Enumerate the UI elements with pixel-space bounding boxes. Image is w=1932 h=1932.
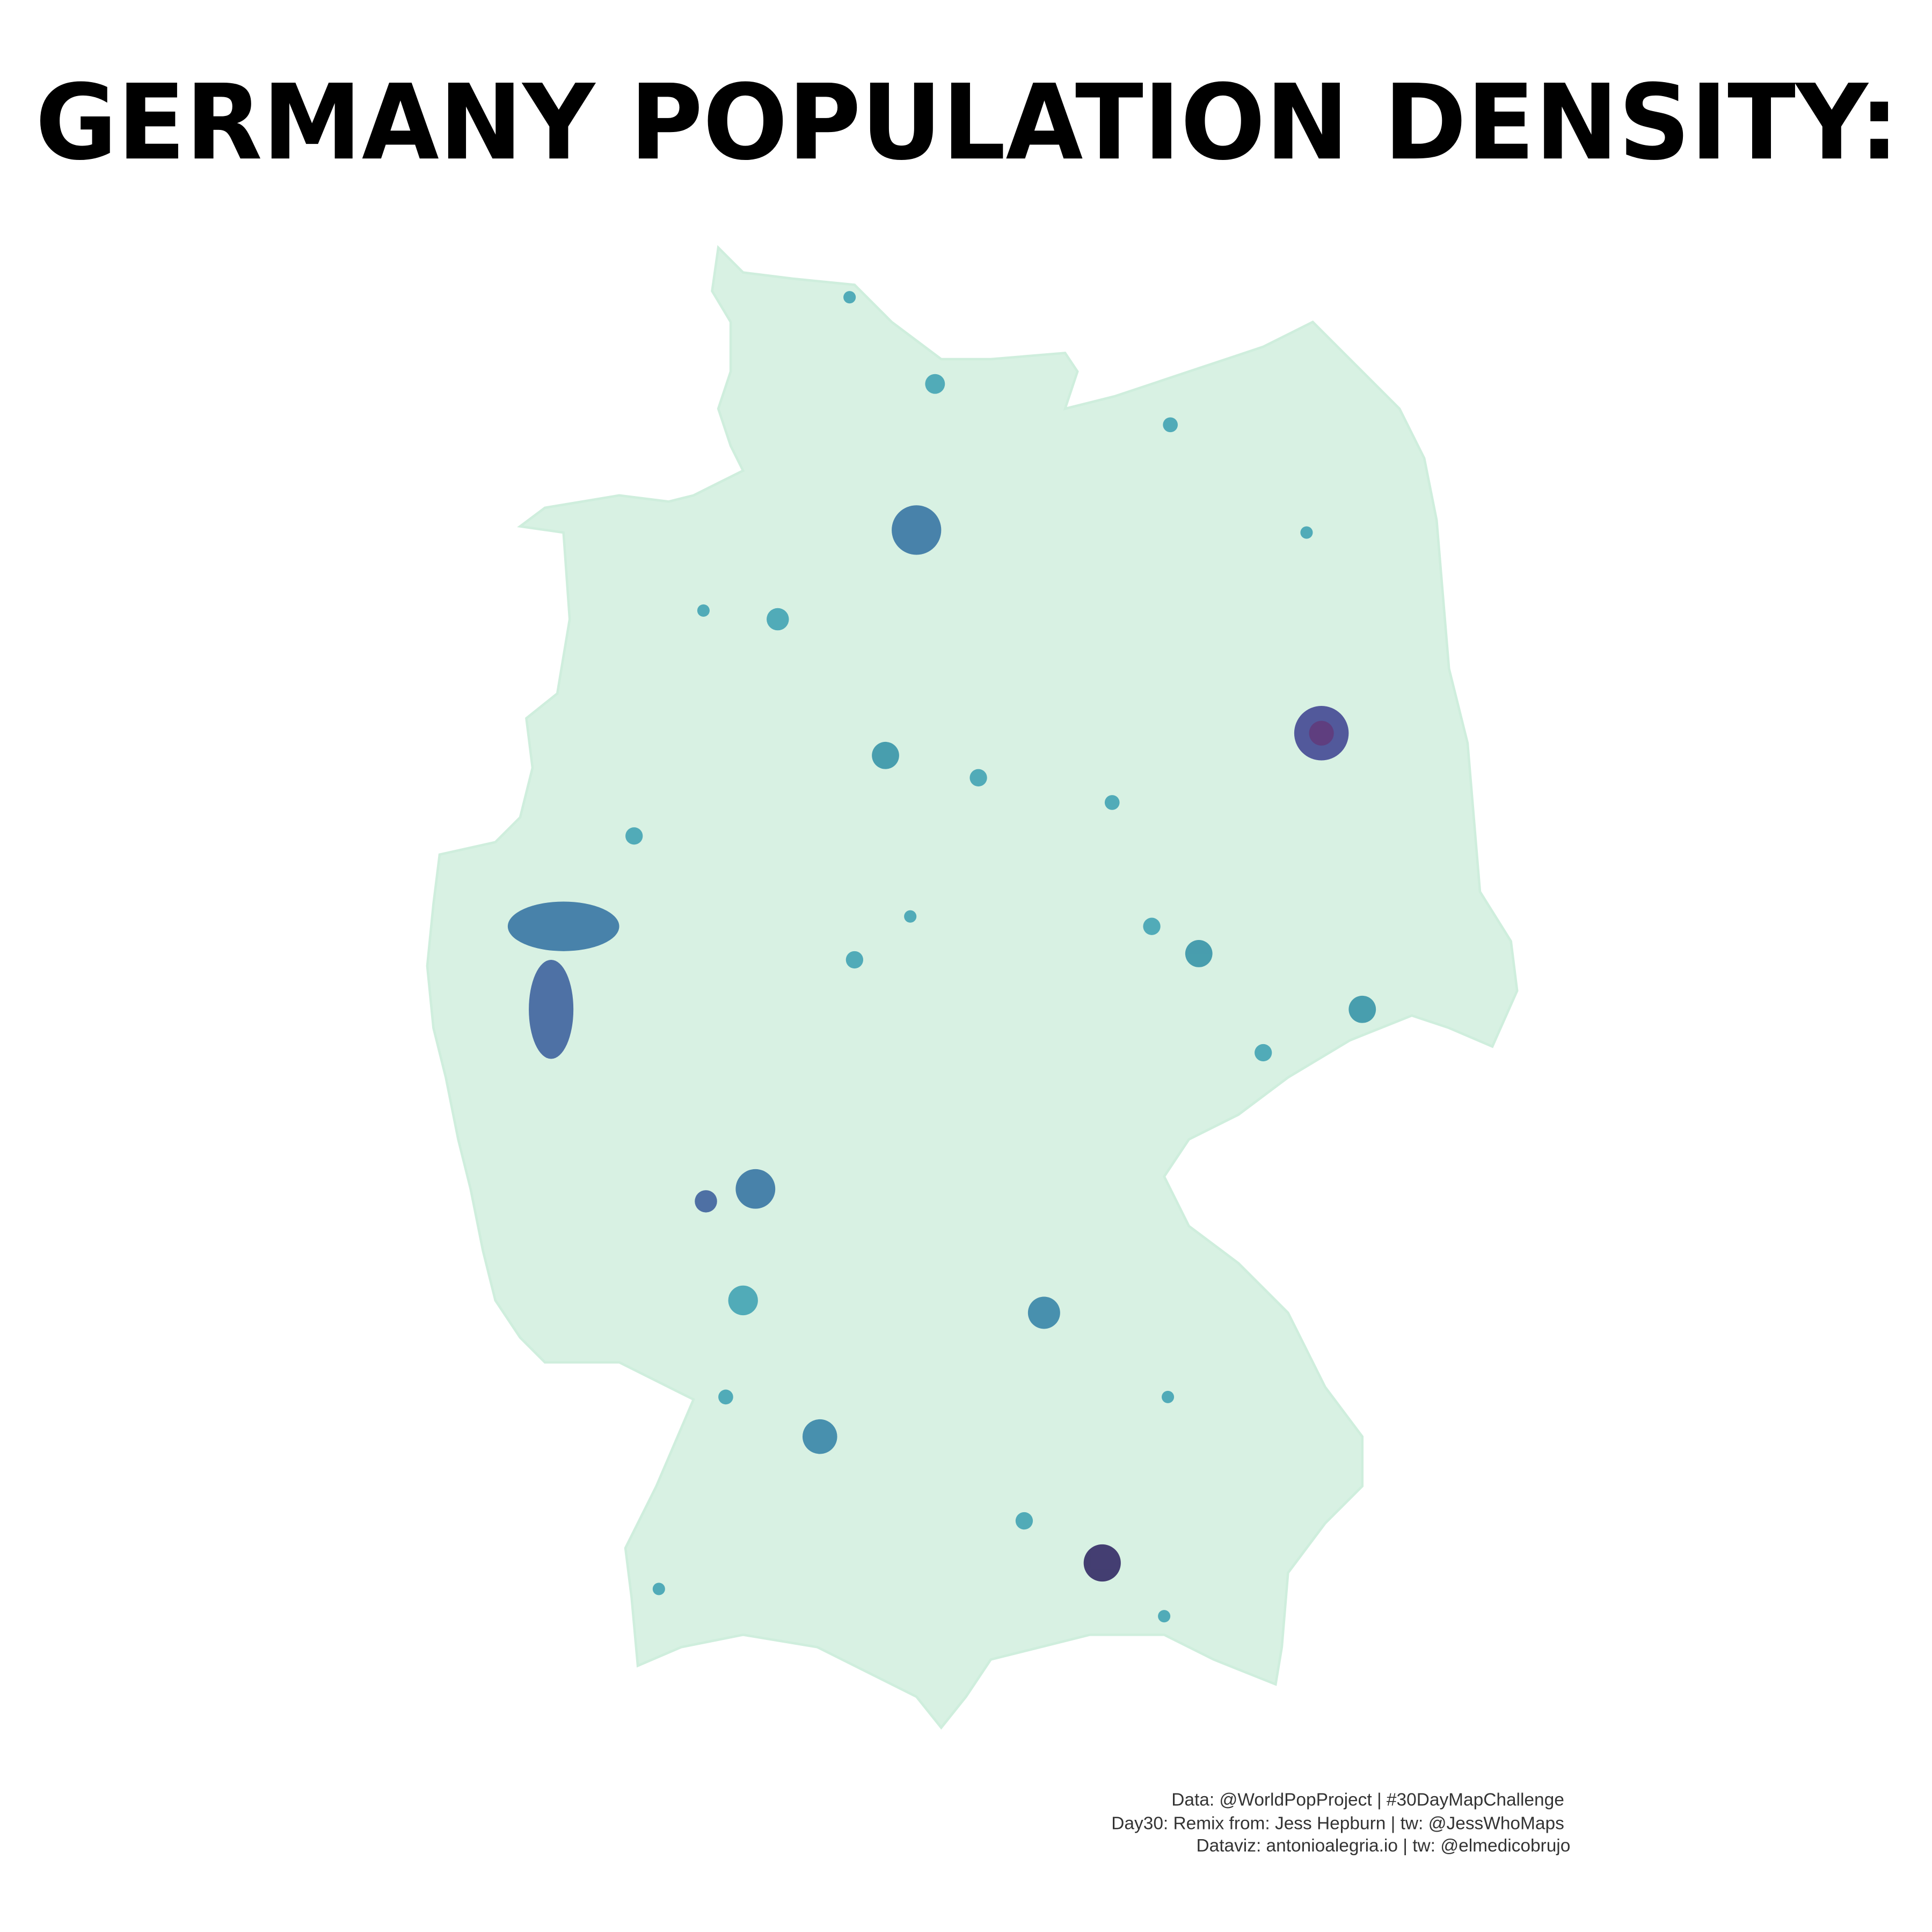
city-area <box>652 1583 665 1595</box>
city-area <box>1162 1390 1175 1403</box>
city-area <box>872 741 899 769</box>
city-area <box>1185 940 1213 967</box>
credit-line: Day30: Remix from: Jess Hepburn | tw: @J… <box>1111 1814 1564 1834</box>
city-area <box>695 1190 717 1213</box>
city-area <box>1348 995 1376 1023</box>
city-area <box>1083 1544 1121 1582</box>
city-area <box>1158 1610 1171 1623</box>
city-area <box>697 604 710 617</box>
city-area <box>969 769 987 786</box>
city-area <box>625 827 643 845</box>
city-area <box>529 959 574 1059</box>
city-area <box>1027 1296 1060 1329</box>
city-area <box>802 1419 837 1454</box>
city-area <box>728 1285 758 1316</box>
city-area <box>925 374 945 394</box>
city-area <box>1104 795 1120 810</box>
title: GERMANY POPULATION DENSITY: <box>35 62 1899 183</box>
city-area <box>1309 720 1334 746</box>
city-area <box>718 1389 733 1405</box>
city-area <box>1163 417 1178 433</box>
country-shape <box>426 245 1519 1730</box>
credit-line: Dataviz: antonioalegria.io | tw: @elmedi… <box>1196 1836 1570 1856</box>
city-area <box>1300 526 1313 539</box>
city-area <box>892 505 942 555</box>
city-area <box>904 910 917 923</box>
city-area <box>845 951 864 969</box>
city-area <box>843 291 856 304</box>
city-area <box>1015 1512 1033 1530</box>
germany-map <box>426 245 1519 1730</box>
credit-line: Data: @WorldPopProject | #30DayMapChalle… <box>1171 1790 1564 1810</box>
city-area <box>507 901 619 951</box>
urban-areas <box>507 291 1376 1623</box>
city-area <box>1143 917 1161 935</box>
credits: Data: @WorldPopProject | #30DayMapChalle… <box>1111 1790 1570 1856</box>
city-area <box>735 1169 776 1209</box>
city-area <box>767 608 789 631</box>
city-area <box>1255 1044 1272 1062</box>
